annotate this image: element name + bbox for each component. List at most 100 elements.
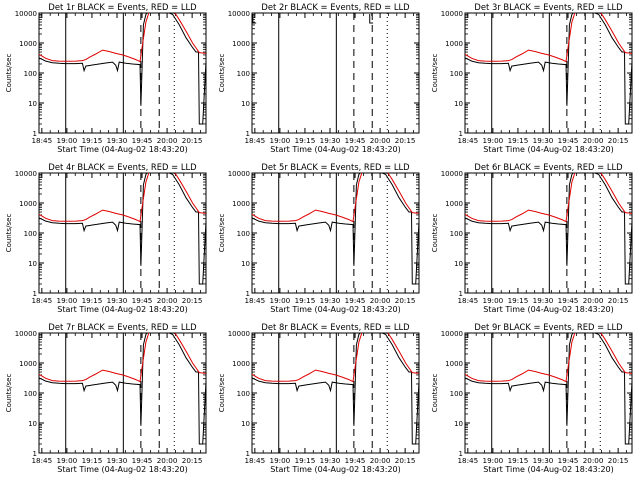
x-tick-label: 20:00 xyxy=(583,296,604,305)
y-tick-label: 1000 xyxy=(445,360,463,368)
plot-area xyxy=(465,333,632,453)
events-series-line xyxy=(39,333,206,445)
y-tick-label: 1 xyxy=(33,290,37,298)
y-tick-label: 1 xyxy=(459,450,463,458)
y-axis-label: Counts/sec xyxy=(431,214,439,253)
x-tick-label: 19:15 xyxy=(82,136,103,145)
y-tick-label: 10 xyxy=(454,260,463,268)
x-tick-label: 19:30 xyxy=(533,456,554,465)
detector-panel: Det 7r BLACK = Events, RED = LLD 1 10 100 10… xyxy=(5,322,207,474)
x-tick-label: 19:30 xyxy=(107,296,128,305)
y-tick-label: 10 xyxy=(241,100,250,108)
plot-frame xyxy=(251,12,420,134)
x-tick-label: 19:45 xyxy=(345,296,366,305)
y-tick-label: 10000 xyxy=(228,10,250,18)
y-axis-label: Counts/sec xyxy=(5,214,13,253)
y-tick-label: 10 xyxy=(241,260,250,268)
x-tick-label: 19:00 xyxy=(57,456,78,465)
lld-series-line xyxy=(465,173,632,223)
x-axis-label: Start Time (04-Aug-02 18:43:20) xyxy=(483,145,614,154)
panel-title: Det 7r BLACK = Events, RED = LLD xyxy=(48,322,196,332)
panel-title: Det 1r BLACK = Events, RED = LLD xyxy=(48,2,196,12)
y-tick-label: 100 xyxy=(237,70,250,78)
panel-title: Det 9r BLACK = Events, RED = LLD xyxy=(474,322,622,332)
x-tick-label: 20:15 xyxy=(608,456,629,465)
y-tick-label: 1000 xyxy=(232,40,250,48)
x-axis-label: Start Time (04-Aug-02 18:43:20) xyxy=(57,305,188,314)
y-tick-label: 10000 xyxy=(441,10,463,18)
y-tick-label: 10000 xyxy=(228,170,250,178)
x-tick-label: 19:15 xyxy=(508,456,529,465)
x-tick-label: 20:15 xyxy=(182,296,203,305)
y-axis-label: Counts/sec xyxy=(5,54,13,93)
plot-area xyxy=(252,173,419,293)
empty-panel-stub xyxy=(252,14,257,24)
x-axis-label: Start Time (04-Aug-02 18:43:20) xyxy=(57,465,188,474)
y-tick-label: 10000 xyxy=(15,10,37,18)
plot-area xyxy=(39,333,206,453)
x-tick-label: 18:45 xyxy=(31,136,52,145)
events-series-line xyxy=(252,173,419,285)
plot-area xyxy=(252,333,419,453)
x-tick-label: 18:45 xyxy=(31,456,52,465)
y-tick-label: 1 xyxy=(459,130,463,138)
lld-series-line xyxy=(465,13,632,63)
events-series-line xyxy=(465,173,632,285)
plot-frame xyxy=(464,172,633,294)
y-tick-label: 100 xyxy=(450,390,463,398)
x-tick-label: 19:30 xyxy=(533,296,554,305)
y-axis-label: Counts/sec xyxy=(431,54,439,93)
events-series-line xyxy=(39,13,206,125)
y-tick-label: 1000 xyxy=(19,40,37,48)
y-tick-label: 1000 xyxy=(445,200,463,208)
detector-panel: Det 8r BLACK = Events, RED = LLD 1 10 100 10… xyxy=(218,322,420,474)
y-axis-label: Counts/sec xyxy=(218,214,226,253)
panel-title: Det 2r BLACK = Events, RED = LLD xyxy=(261,2,409,12)
events-series-line xyxy=(465,13,632,125)
y-axis-label: Counts/sec xyxy=(218,54,226,93)
events-series-line xyxy=(252,333,419,445)
x-tick-label: 20:00 xyxy=(157,456,178,465)
x-tick-label: 20:15 xyxy=(608,296,629,305)
x-tick-label: 19:45 xyxy=(132,456,153,465)
x-tick-label: 20:15 xyxy=(395,136,416,145)
x-tick-label: 18:45 xyxy=(31,296,52,305)
x-tick-label: 20:15 xyxy=(395,456,416,465)
y-tick-label: 1000 xyxy=(232,360,250,368)
x-tick-label: 19:00 xyxy=(270,296,291,305)
events-series-line xyxy=(465,333,632,445)
x-tick-label: 20:15 xyxy=(182,136,203,145)
x-tick-label: 20:00 xyxy=(583,456,604,465)
empty-panel-stub xyxy=(369,14,374,24)
y-tick-label: 1 xyxy=(246,450,250,458)
plot-area xyxy=(39,13,206,133)
y-tick-label: 100 xyxy=(24,390,37,398)
x-axis-label: Start Time (04-Aug-02 18:43:20) xyxy=(270,465,401,474)
x-axis-label: Start Time (04-Aug-02 18:43:20) xyxy=(270,145,401,154)
x-tick-label: 20:00 xyxy=(157,296,178,305)
y-tick-label: 10000 xyxy=(15,330,37,338)
y-tick-label: 1 xyxy=(33,130,37,138)
x-tick-label: 19:45 xyxy=(558,296,579,305)
x-tick-label: 18:45 xyxy=(457,296,478,305)
x-tick-label: 19:30 xyxy=(320,296,341,305)
detector-panel: Det 5r BLACK = Events, RED = LLD 1 10 100 10… xyxy=(218,162,420,314)
x-tick-label: 19:15 xyxy=(295,136,316,145)
panel-title: Det 4r BLACK = Events, RED = LLD xyxy=(48,162,196,172)
x-tick-label: 19:00 xyxy=(57,136,78,145)
plot-frame xyxy=(251,172,420,294)
y-tick-label: 10 xyxy=(454,100,463,108)
lld-series-line xyxy=(39,333,206,383)
y-tick-label: 10000 xyxy=(441,170,463,178)
x-tick-label: 19:00 xyxy=(270,456,291,465)
plot-frame xyxy=(38,12,207,134)
y-tick-label: 10 xyxy=(241,420,250,428)
panel-title: Det 6r BLACK = Events, RED = LLD xyxy=(474,162,622,172)
x-axis-label: Start Time (04-Aug-02 18:43:20) xyxy=(483,465,614,474)
x-tick-label: 19:00 xyxy=(270,136,291,145)
x-axis-label: Start Time (04-Aug-02 18:43:20) xyxy=(483,305,614,314)
y-tick-label: 1 xyxy=(33,450,37,458)
y-tick-label: 10 xyxy=(28,420,37,428)
x-tick-label: 19:00 xyxy=(57,296,78,305)
y-tick-label: 100 xyxy=(237,230,250,238)
